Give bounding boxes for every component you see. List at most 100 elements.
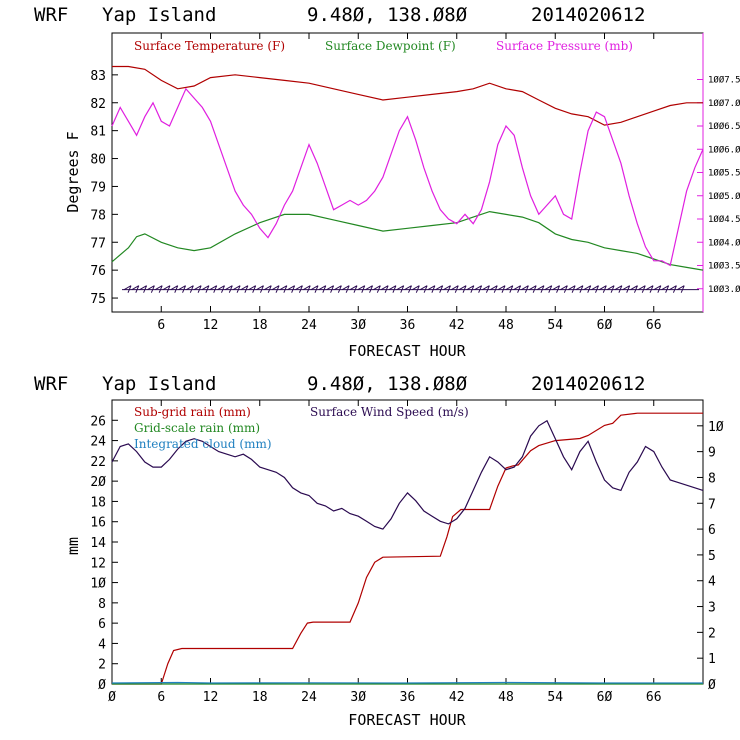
wind-barb-flag — [431, 285, 436, 293]
wind-barb-flag — [618, 285, 623, 293]
wind-barb-flag — [470, 285, 475, 293]
wind-barb-flag — [205, 285, 210, 293]
p2-y-tick-label: 6 — [98, 617, 106, 632]
wind-barb — [528, 285, 537, 291]
p1-x-tick-label: 18 — [252, 318, 268, 333]
p2-x-tick-label: 48 — [498, 690, 514, 705]
wind-barb-flag — [493, 285, 498, 293]
p1-y-tick-label: 77 — [90, 236, 106, 251]
wind-barb-flag — [322, 285, 327, 293]
wind-barb — [357, 285, 365, 291]
wind-barb-flag — [158, 285, 163, 293]
p2-model-label: WRF — [34, 373, 68, 395]
wind-barb — [497, 285, 506, 291]
p2-y2-tick-label: Ø — [708, 678, 716, 693]
wind-barb-flag — [423, 285, 428, 293]
wind-barb-flag — [400, 285, 405, 293]
wind-barb — [256, 285, 264, 291]
wind-barb — [489, 285, 498, 291]
wind-barb-flag — [189, 285, 194, 293]
p1-x-tick-label: 42 — [449, 318, 465, 333]
wind-barb-flag — [672, 285, 677, 293]
p1-legend-pressure: Surface Pressure (mb) — [496, 39, 633, 53]
wind-barb-flag — [353, 285, 358, 293]
wind-barb — [466, 285, 475, 291]
wind-barb — [583, 285, 591, 291]
wind-barb-flag — [369, 285, 374, 293]
wind-barb — [131, 285, 140, 291]
wind-barb-flag — [556, 285, 561, 293]
wind-barb — [365, 285, 373, 291]
series-line-sub-grid-rain — [112, 412, 703, 685]
p2-x-axis: Ø 6 12 18 24 3Ø 36 42 48 54 6Ø 66 — [108, 400, 662, 705]
p2-y2-tick-label: 5 — [708, 549, 716, 564]
wind-barb — [232, 285, 241, 291]
wind-barb — [435, 285, 443, 291]
wind-barb-flag — [244, 285, 249, 293]
wind-barb — [193, 285, 202, 291]
p1-y2-tick-label: 1ØØ7.5 — [708, 75, 740, 86]
p1-x-tick-label: 24 — [301, 318, 317, 333]
wind-barb — [513, 285, 521, 291]
series-line-integrated-cloud — [111, 681, 703, 684]
wind-barb — [458, 285, 467, 291]
wind-barb — [225, 285, 233, 291]
p2-y2-tick-label: 8 — [708, 471, 716, 486]
p2-y-tick-label: 26 — [90, 414, 106, 429]
p1-x-tick-label: 12 — [203, 318, 219, 333]
p2-series-group — [111, 412, 704, 685]
wind-barb — [606, 285, 615, 291]
p2-y-tick-label: 24 — [90, 435, 106, 450]
wind-barb — [567, 285, 576, 291]
wind-barb — [630, 285, 638, 291]
p2-legend-gridscale-rain: Grid-scale rain (mm) — [134, 421, 260, 435]
wind-barb — [575, 285, 584, 291]
wind-barb — [676, 285, 685, 291]
p1-x-tick-label: 54 — [547, 318, 563, 333]
wind-barb-flag — [540, 285, 545, 293]
p1-y-tick-label: 78 — [90, 208, 106, 223]
wind-barb — [201, 285, 210, 291]
wind-barb — [427, 285, 436, 291]
wind-barb-flag — [392, 285, 397, 293]
p1-y2-tick-label: 1ØØ5.5 — [708, 168, 740, 179]
p1-y2-tick-label: 1ØØ3.Ø — [708, 284, 740, 295]
p2-x-tick-label: Ø — [108, 690, 116, 705]
wind-barb — [139, 285, 147, 291]
p2-y-tick-label: Ø — [98, 678, 106, 693]
p1-legend-dewpoint: Surface Dewpoint (F) — [325, 39, 456, 53]
wind-barb-flag — [361, 285, 366, 293]
wind-barb — [162, 285, 171, 291]
wind-barb-flag — [462, 285, 467, 293]
wind-barb-flag — [283, 285, 288, 293]
wind-barb-flag — [665, 285, 670, 293]
p2-x-tick-label: 6Ø — [597, 690, 613, 705]
p1-y-tick-label: 80 — [90, 153, 106, 168]
wind-barb-flag — [517, 285, 522, 293]
p2-y-tick-label: 16 — [90, 516, 106, 531]
p2-y2-tick-label: 6 — [708, 523, 716, 538]
wind-barb-flag — [649, 285, 654, 293]
wind-barb-flag — [306, 285, 311, 293]
wind-barb-flag — [174, 285, 179, 293]
p2-y-tick-label: 14 — [90, 536, 106, 551]
wind-barb — [544, 285, 552, 291]
wind-barb-flag — [267, 285, 272, 293]
p1-x-tick-label: 48 — [498, 318, 514, 333]
wind-barb — [373, 285, 381, 291]
p2-x-tick-label: 54 — [547, 690, 563, 705]
wind-barb-flag — [532, 285, 537, 293]
wind-barb — [412, 285, 420, 291]
p2-x-axis-label: FORECAST HOUR — [348, 711, 466, 729]
wind-barb-flag — [127, 285, 132, 293]
p1-x-tick-label: 66 — [646, 318, 662, 333]
p1-series-group — [111, 65, 704, 271]
wind-barb-flag — [150, 285, 155, 293]
wind-barb — [287, 285, 295, 291]
wind-barb — [645, 285, 654, 291]
p2-y2-tick-label: 2 — [708, 626, 716, 641]
wind-barb — [669, 285, 677, 291]
wind-barb-flag — [408, 285, 412, 293]
p1-x-tick-label: 6Ø — [597, 318, 613, 333]
